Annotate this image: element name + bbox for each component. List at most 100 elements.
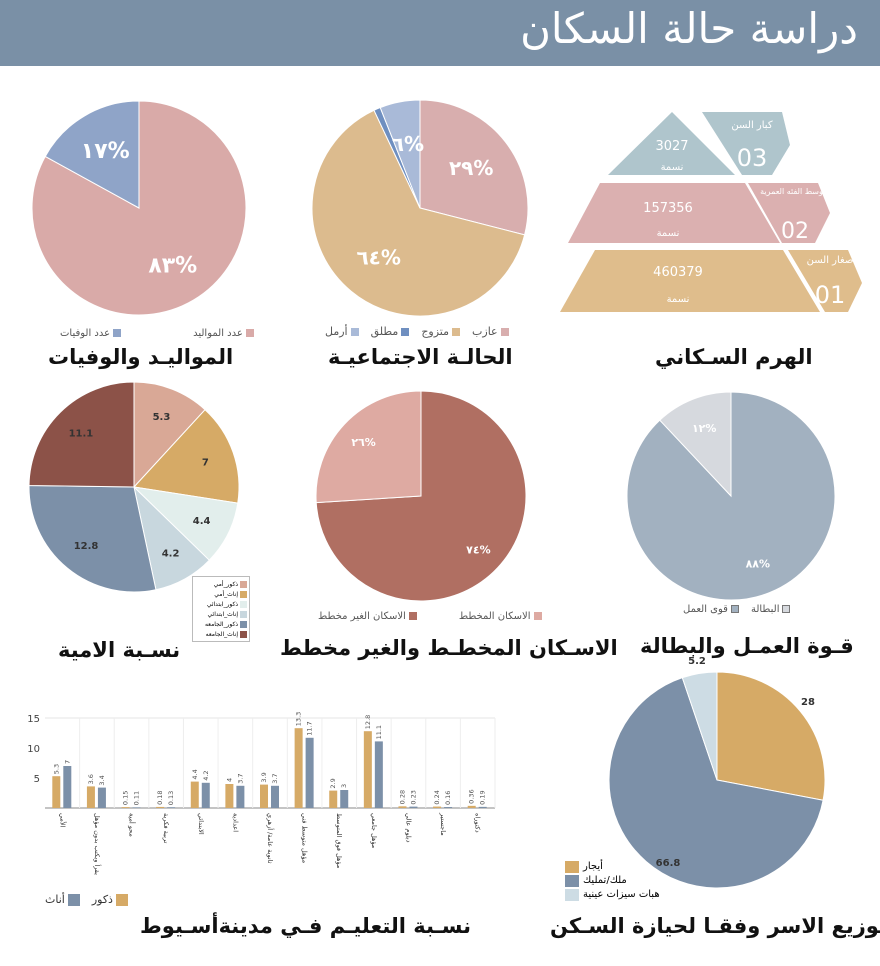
bar-males <box>329 790 338 808</box>
bar-value-label: 13.3 <box>295 712 303 726</box>
tenure-legend: أيجار ملك/تمليك هبات سيزات عينية <box>565 860 660 902</box>
legend-births: عدد المواليد <box>193 328 254 339</box>
bar-value-label: 4.2 <box>202 770 210 780</box>
bar-value-label: 0.15 <box>122 791 130 805</box>
pyramid-value: 460379 <box>653 265 703 280</box>
pyramid-value: 3027 <box>655 139 688 154</box>
legend-swatch <box>240 610 247 618</box>
births-legend: عدد المواليد عدد الوفيات <box>60 328 254 339</box>
bar-value-label: 7 <box>63 760 71 764</box>
pyramid-tag-01 <box>788 250 862 312</box>
bar-females <box>236 785 245 808</box>
labor-data-label: ١٢% <box>692 422 716 435</box>
pyramid-value: 157356 <box>643 201 693 216</box>
legend-label: ذكور_الجامعه <box>204 620 238 628</box>
bar-males <box>190 781 199 808</box>
x-category-label: دكتوراه <box>474 813 482 833</box>
labor-slice-1 <box>659 391 732 498</box>
bar-females <box>271 785 279 808</box>
births-data-label: ١٧% <box>81 139 130 164</box>
education-title: نسـبة التعليـم فـي مدينةأسـيوط <box>140 914 472 938</box>
pyramid-tag-02 <box>748 183 830 243</box>
legend-item: ذكور_ابتدائي <box>195 599 247 609</box>
bar-females <box>409 806 418 808</box>
tenure-slice-1 <box>608 677 824 889</box>
bar-males <box>398 806 407 808</box>
header-bar: دراسة حالة السكان <box>0 0 880 66</box>
legend-single: عازب <box>472 325 509 338</box>
illiteracy-data-label: 12.8 <box>74 541 99 552</box>
y-tick-label: 5 <box>34 774 40 785</box>
bar-value-label: 3.4 <box>98 775 106 785</box>
legend-swatch <box>240 620 247 628</box>
social-data-label: ٦٤% <box>356 246 400 270</box>
bar-males <box>156 806 165 808</box>
tenure-slice-2 <box>681 671 718 781</box>
legend-unplanned: الاسكان الغير مخطط <box>318 611 417 622</box>
pyramid-title: الهرم السـكاني <box>655 345 813 369</box>
illiteracy-title: نسـبة الامية <box>58 638 181 662</box>
legend-label: ذكور_ابتدائي <box>206 600 238 608</box>
social-slice-1 <box>311 109 526 317</box>
bar-value-label: 11.1 <box>375 725 383 739</box>
legend-labor-force: قوى العمل <box>683 604 739 615</box>
pyramid-tag-03 <box>702 112 790 175</box>
illiteracy-slice-4 <box>28 485 157 593</box>
legend-divorced: مطلق <box>371 325 410 338</box>
x-category-label: مؤهل فوق المتوسط <box>335 813 343 868</box>
x-category-label: الابتدائي <box>197 813 205 835</box>
x-category-label: دبلوم عالي <box>404 813 412 843</box>
pyramid-unit: نسمة <box>657 228 680 239</box>
illiteracy-slice-1 <box>132 408 240 504</box>
bar-value-label: 0.16 <box>444 791 452 805</box>
births-data-label: ٨٣% <box>148 253 197 278</box>
x-category-label: تربية فكرية <box>162 813 170 843</box>
illiteracy-data-label: 5.3 <box>153 412 171 423</box>
social-legend: عازب متزوج مطلق أرمل <box>325 325 509 338</box>
legend-deaths: عدد الوفيات <box>60 328 122 339</box>
pyramid-level-name: كبار السن <box>731 120 772 131</box>
bar-females <box>340 790 349 808</box>
bar-value-label: 0.24 <box>433 790 441 804</box>
social-data-label: ٦% <box>392 132 424 156</box>
x-category-label: مؤهل متوسط فني <box>301 813 309 863</box>
legend-swatch <box>240 600 247 608</box>
bar-value-label: 3.6 <box>87 774 95 784</box>
legend-item: ذكور_أمي <box>195 579 247 589</box>
bar-value-label: 4 <box>225 778 233 782</box>
bar-value-label: 11.7 <box>306 721 314 735</box>
bar-females <box>63 766 72 808</box>
social-slice-0 <box>419 99 529 236</box>
bar-value-label: 0.36 <box>468 789 476 803</box>
x-category-label: اعدادية <box>231 813 239 832</box>
housing-title: الاسـكان المخطـط والغير مخطط <box>280 636 618 660</box>
bar-males <box>52 776 61 808</box>
x-category-label: ماجستير <box>439 812 447 836</box>
legend-unemployment: البطالة <box>751 604 791 615</box>
illiteracy-data-label: 11.1 <box>69 429 94 440</box>
page-title: دراسة حالة السكان <box>520 4 858 53</box>
bar-females <box>167 807 176 808</box>
x-category-label: يقرأ ويكتب بدون مؤهل <box>93 813 102 875</box>
labor-data-label: ٨٨% <box>746 557 770 570</box>
pyramid-level-name: صغار السن <box>807 255 854 266</box>
tenure-data-label: 66.8 <box>656 858 681 869</box>
bar-males <box>433 806 442 808</box>
legend-swatch <box>240 590 247 598</box>
legend-item: إناث_ابتدائي <box>195 609 247 619</box>
bar-value-label: 0.18 <box>156 790 164 804</box>
social-data-label: ٢٩% <box>449 156 493 180</box>
y-tick-label: 10 <box>27 744 40 755</box>
bar-value-label: 3 <box>340 784 348 788</box>
bar-females <box>478 806 487 808</box>
illiteracy-data-label: 4.2 <box>162 549 180 560</box>
tenure-slice-0 <box>716 671 826 801</box>
education-legend: ذكور أناث <box>45 893 128 906</box>
bar-value-label: 0.23 <box>409 790 417 804</box>
x-category-label: ثانوية عامة/ أزهري <box>266 813 275 864</box>
tenure-data-label: 28 <box>801 697 815 708</box>
labor-slice-0 <box>626 391 836 601</box>
legend-label: ذكور_أمي <box>213 580 238 588</box>
pyramid-level-number: 03 <box>737 144 768 172</box>
